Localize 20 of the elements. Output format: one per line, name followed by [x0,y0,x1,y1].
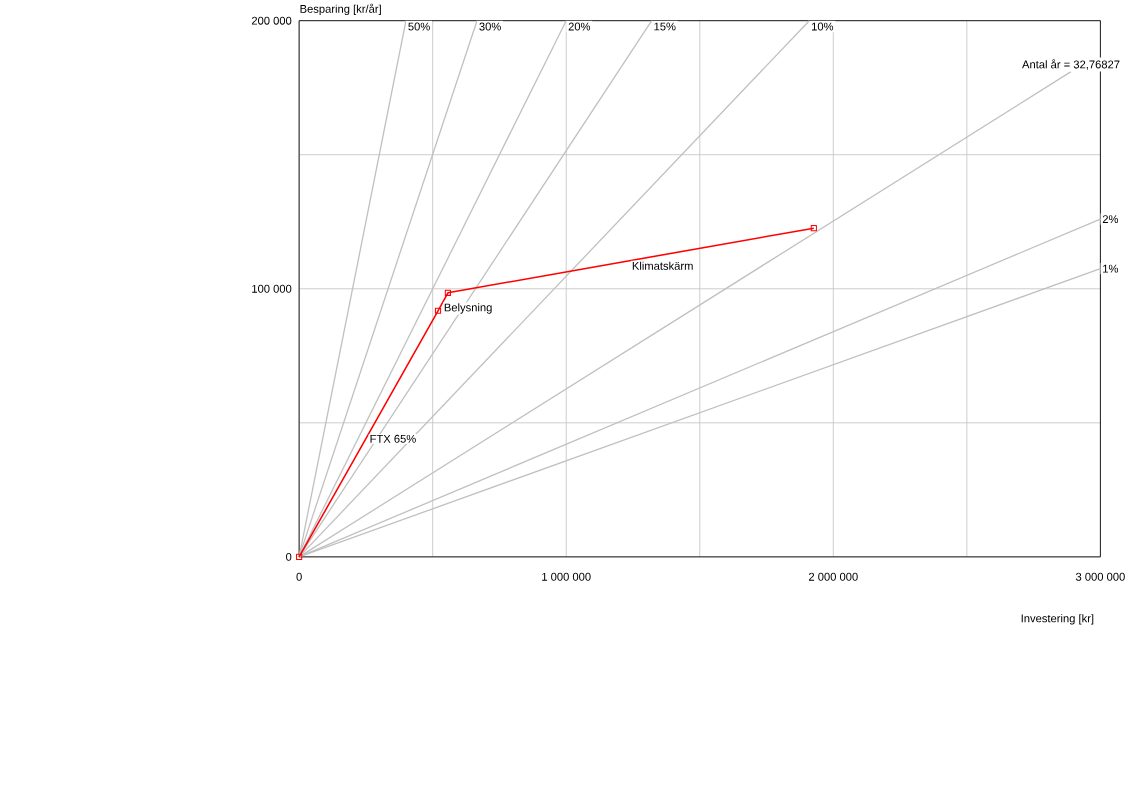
annotation: FTX 65% [370,434,416,443]
x-axis-title: Investering [kr] [1021,613,1094,625]
series-label: 30% [479,22,501,31]
x-tick-label: 2 000 000 [808,572,858,581]
x-tick-label: 3 000 000 [1075,572,1125,581]
x-tick-label: 1 000 000 [542,572,591,581]
series-label: 1% [1103,264,1119,273]
series-label: 15% [654,22,676,31]
series-label: 10% [812,22,834,31]
series-label: Antal år = 32,76827 [1022,59,1120,70]
x-tick-label: 0 [296,572,302,581]
annotation: Belysning [444,302,492,314]
series-label: 50% [408,22,430,31]
series-label: 2% [1102,214,1119,223]
y-tick-label: 100 000 [252,284,292,293]
annotation: Klimatskärm [632,261,693,270]
y-tick-label: 0 [286,552,292,561]
y-axis-title: Besparing [kr/år] [300,3,381,15]
y-tick-label: 200 000 [251,16,292,25]
series-label: 20% [568,22,591,31]
